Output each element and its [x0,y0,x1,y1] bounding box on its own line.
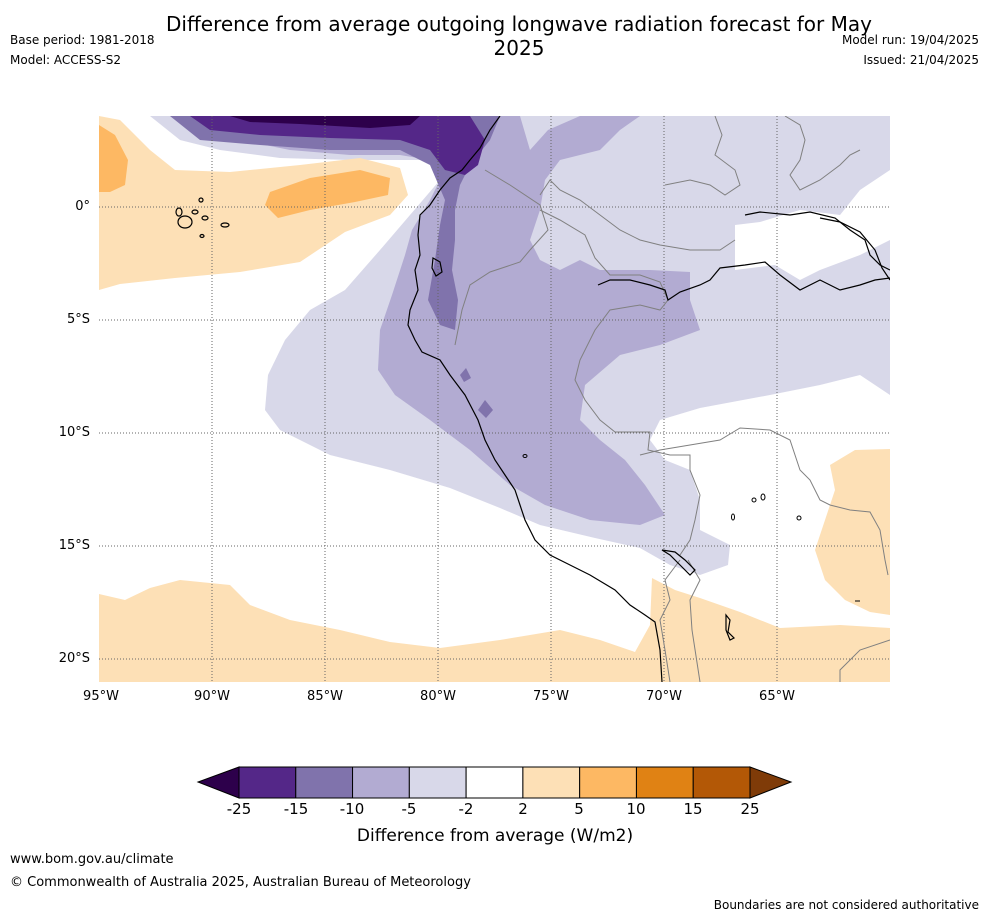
graticule [99,116,890,682]
anomaly-spot-2 [460,368,471,382]
colorbar-label-25: 25 [740,800,760,818]
lon-label-80w: 80°W [420,689,456,704]
base-period: Base period: 1981-2018 [10,33,155,47]
colorbar-label-m2: -2 [458,800,474,818]
colorbar-title: Difference from average (W/m2) [356,826,634,846]
map-title: Difference from average outgoing longwav… [166,12,872,60]
footer-url: www.bom.gov.au/climate [10,852,174,867]
model-run-date: Model run: 19/04/2025 [841,33,979,47]
lat-label-15s: 15°S [58,538,90,553]
lon-label-70w: 70°W [646,689,682,704]
colorbar-label-5: 5 [574,800,584,818]
colorbar-label-m25: -25 [226,800,252,818]
lon-label-65w: 65°W [759,689,795,704]
colorbar-label-2: 2 [518,800,528,818]
lon-label-95w: 95°W [83,689,119,704]
model-name: Model: ACCESS-S2 [10,53,122,67]
lon-label-75w: 75°W [533,689,569,704]
lat-label-20s: 20°S [58,651,90,666]
colorbar-label-m5: -5 [401,800,417,818]
anomaly-region-pos-2-5-east [815,449,890,615]
footer-copyright: © Commonwealth of Australia 2025, Austra… [10,875,471,890]
run-info: Model run: 19/04/2025 Issued: 21/04/2025 [842,30,979,70]
galapagos-islands [175,197,230,239]
colorbar-label-15: 15 [683,800,703,818]
lat-label-10s: 10°S [58,425,90,440]
footer-boundaries-note: Boundaries are not considered authoritat… [713,898,979,912]
issued-date: Issued: 21/04/2025 [863,53,979,67]
lon-label-85w: 85°W [307,689,343,704]
base-info: Base period: 1981-2018 Model: ACCESS-S2 [10,30,155,70]
country-borders [454,116,890,682]
lat-label-5s: 5°S [66,312,90,327]
inland-lakes [522,454,860,602]
coastline [407,116,890,682]
anomaly-region-neg-15-25 [190,116,485,175]
colorbar-label-10: 10 [626,800,646,818]
anomaly-region-pos-2-5-south [99,578,890,682]
anomaly-region-pos-5-10-nw [99,125,128,192]
lon-label-90w: 90°W [194,689,230,704]
anomaly-spot-1 [478,400,493,418]
colorbar-label-m15: -15 [283,800,309,818]
colorbar-label-m10: -10 [339,800,365,818]
anomaly-region-pos-2-5-nw [99,116,408,290]
lat-label-0: 0° [75,199,90,214]
anomaly-region-pos-5-10-central [265,170,390,218]
